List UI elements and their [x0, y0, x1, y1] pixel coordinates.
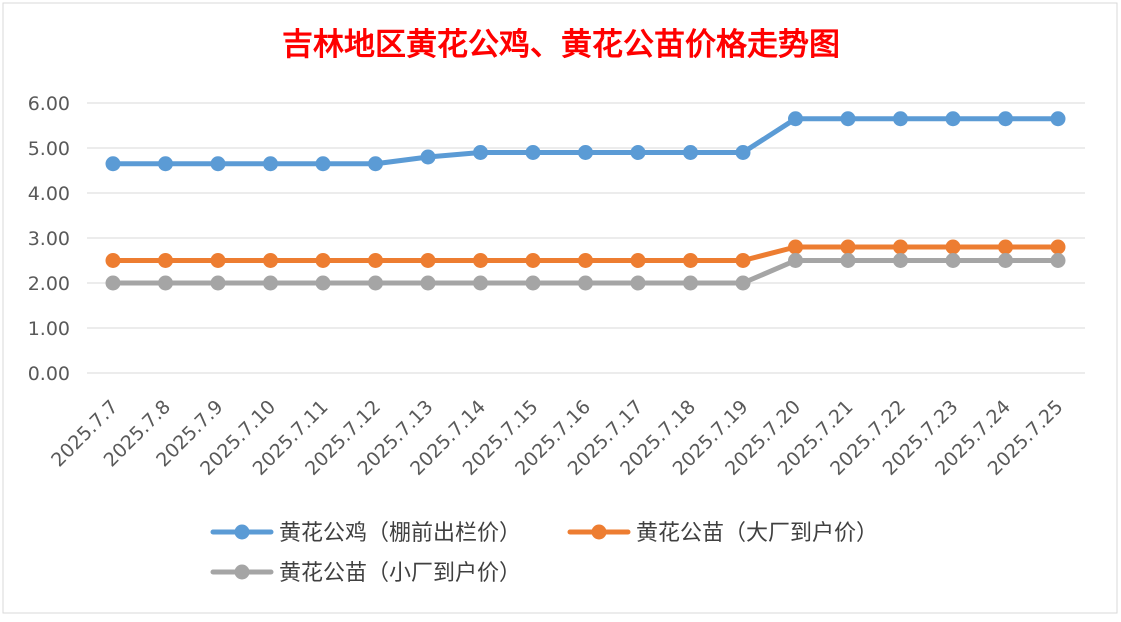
data-point — [420, 253, 436, 268]
data-point — [630, 275, 646, 291]
data-point — [683, 275, 698, 291]
data-point — [158, 253, 173, 268]
data-point — [735, 275, 751, 291]
data-point — [420, 149, 436, 165]
data-point — [420, 275, 436, 291]
data-point — [158, 275, 173, 291]
data-point — [840, 239, 856, 255]
legend-item: 黄花公苗（大厂到户价） — [567, 521, 878, 546]
chart-title: 吉林地区黄花公鸡、黄花公苗价格走势图 — [282, 27, 840, 63]
data-point — [1050, 239, 1066, 255]
data-point — [525, 145, 541, 160]
series-1 — [105, 111, 1066, 172]
data-point — [210, 275, 226, 291]
data-point — [945, 111, 961, 127]
data-point — [893, 239, 908, 255]
y-tick-label: 3.00 — [28, 228, 70, 250]
data-point — [893, 111, 908, 127]
data-point — [788, 253, 803, 268]
data-point — [473, 145, 488, 160]
data-point — [368, 253, 383, 268]
data-point — [683, 145, 698, 160]
data-point — [263, 156, 278, 172]
data-point — [893, 253, 908, 268]
y-tick-label: 4.00 — [28, 183, 70, 205]
data-point — [998, 253, 1013, 268]
data-point — [368, 275, 383, 291]
data-point — [840, 253, 856, 268]
legend-label: 黄花公苗（小厂到户价） — [279, 561, 521, 586]
data-point — [1050, 111, 1066, 127]
legend-marker — [234, 524, 250, 540]
data-point — [735, 145, 751, 160]
data-point — [105, 253, 121, 268]
data-point — [630, 145, 646, 160]
legend-marker — [591, 524, 607, 540]
legend-marker — [234, 564, 250, 580]
data-point — [105, 275, 121, 291]
data-point — [630, 253, 646, 268]
data-point — [998, 111, 1013, 127]
data-point — [105, 156, 121, 172]
series-2 — [105, 239, 1066, 268]
legend-item: 黄花公鸡（棚前出栏价） — [210, 521, 521, 546]
data-point — [1050, 253, 1066, 268]
data-point — [735, 253, 751, 268]
data-point — [578, 145, 593, 160]
legend-item: 黄花公苗（小厂到户价） — [210, 561, 521, 586]
legend-label: 黄花公鸡（棚前出栏价） — [279, 521, 521, 546]
data-point — [473, 275, 488, 291]
data-point — [578, 253, 593, 268]
data-point — [315, 253, 331, 268]
data-point — [525, 253, 541, 268]
data-point — [840, 111, 856, 127]
y-tick-label: 6.00 — [28, 93, 70, 115]
data-point — [210, 156, 226, 172]
data-point — [788, 111, 803, 127]
data-point — [945, 253, 961, 268]
data-point — [368, 156, 383, 172]
data-point — [263, 253, 278, 268]
y-tick-label: 5.00 — [28, 138, 70, 160]
legend-label: 黄花公苗（大厂到户价） — [636, 521, 878, 546]
y-axis-tick-labels: 0.00 1.00 2.00 3.00 4.00 5.00 6.00 — [28, 93, 70, 385]
data-point — [263, 275, 278, 291]
series-3 — [105, 253, 1066, 291]
y-tick-label: 1.00 — [28, 318, 70, 340]
data-point — [788, 239, 803, 255]
data-point — [315, 275, 331, 291]
data-point — [998, 239, 1013, 255]
y-tick-label: 2.00 — [28, 273, 70, 295]
data-point — [683, 253, 698, 268]
data-point — [315, 156, 331, 172]
data-point — [945, 239, 961, 255]
y-tick-label: 0.00 — [28, 363, 70, 385]
chart-border — [2, 2, 1118, 614]
series-group — [105, 111, 1066, 291]
data-point — [210, 253, 226, 268]
data-point — [525, 275, 541, 291]
data-point — [473, 253, 488, 268]
data-point — [578, 275, 593, 291]
legend: 黄花公鸡（棚前出栏价） 黄花公苗（大厂到户价） 黄花公苗（小厂到户价） — [210, 521, 878, 586]
data-point — [158, 156, 173, 172]
